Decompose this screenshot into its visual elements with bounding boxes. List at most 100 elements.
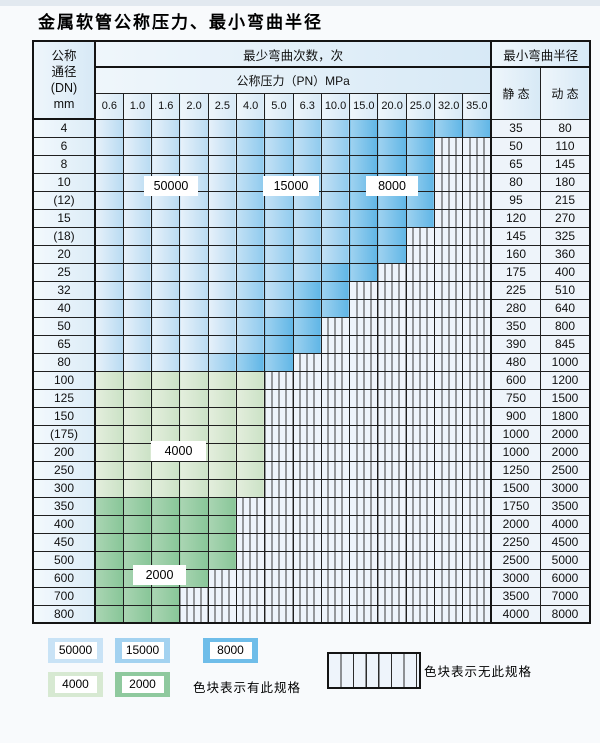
no-spec-cell — [462, 244, 492, 264]
no-spec-cell — [235, 568, 266, 588]
no-spec-cell — [434, 442, 464, 462]
static-radius-value: 4000 — [490, 604, 541, 624]
no-spec-cell — [434, 496, 464, 516]
no-spec-cell — [434, 406, 464, 426]
spec-cell — [179, 460, 209, 480]
static-radius-value: 390 — [490, 334, 541, 354]
static-radius-value: 2500 — [490, 550, 541, 570]
spec-cell — [320, 244, 351, 264]
spec-cell — [349, 208, 379, 228]
legend-swatch: 2000 — [115, 672, 170, 697]
pressure-tick: 20.0 — [377, 92, 407, 120]
no-spec-cell — [349, 604, 379, 624]
pressure-tick: 6.3 — [292, 92, 322, 120]
spec-cell — [151, 154, 181, 174]
no-spec-cell — [462, 424, 492, 444]
spec-cell — [151, 586, 181, 606]
legend-swatch: 8000 — [203, 638, 258, 663]
spec-cell — [151, 208, 181, 228]
spec-cell — [292, 226, 322, 246]
no-spec-cell — [349, 460, 379, 480]
no-spec-cell — [320, 352, 351, 372]
dn-cell: 350 — [32, 496, 96, 516]
spec-cell — [93, 424, 124, 444]
no-spec-cell — [377, 550, 407, 570]
spec-cell — [93, 244, 124, 264]
spec-cell — [151, 334, 181, 354]
spec-cell — [207, 478, 237, 498]
no-spec-cell — [377, 406, 407, 426]
no-spec-cell — [434, 388, 464, 408]
spec-cell — [93, 460, 124, 480]
no-spec-cell — [377, 442, 407, 462]
table-header: 公称 通径 (DN) mm 最少弯曲次数，次 最小弯曲半径 公称压力（PN）MP… — [32, 40, 591, 120]
static-radius-value: 145 — [490, 226, 541, 246]
no-spec-cell — [462, 190, 492, 210]
no-spec-cell — [405, 352, 436, 372]
spec-cell — [122, 424, 153, 444]
no-spec-cell — [320, 424, 351, 444]
dn-cell: (18) — [32, 226, 96, 246]
table-row: 40 280 640 — [32, 298, 591, 318]
no-spec-cell — [349, 388, 379, 408]
no-spec-cell — [462, 442, 492, 462]
legend-has-spec-text: 色块表示有此规格 — [193, 681, 302, 695]
dn-cell: (12) — [32, 190, 96, 210]
spec-cell — [122, 316, 153, 336]
no-spec-cell — [264, 478, 294, 498]
no-spec-cell — [207, 604, 237, 624]
spec-cell — [207, 298, 237, 318]
static-radius-value: 1750 — [490, 496, 541, 516]
spec-cell — [151, 280, 181, 300]
no-spec-cell — [264, 370, 294, 390]
dynamic-radius-value: 640 — [539, 298, 591, 318]
no-spec-cell — [320, 334, 351, 354]
spec-cell — [93, 478, 124, 498]
spec-cell — [320, 172, 351, 192]
spec-cell — [93, 118, 124, 138]
spec-cell — [207, 316, 237, 336]
no-spec-cell — [434, 334, 464, 354]
spec-cell — [207, 550, 237, 570]
pressure-tick: 2.0 — [179, 92, 209, 120]
no-spec-cell — [377, 262, 407, 282]
no-spec-cell — [264, 568, 294, 588]
spec-cell — [377, 136, 407, 156]
no-spec-cell — [235, 496, 266, 516]
spec-cell — [349, 136, 379, 156]
no-spec-cell — [462, 316, 492, 336]
spec-cell — [207, 262, 237, 282]
no-spec-cell — [377, 496, 407, 516]
spec-cell — [292, 244, 322, 264]
spec-cell — [93, 496, 124, 516]
no-spec-cell — [434, 154, 464, 174]
no-spec-cell — [320, 550, 351, 570]
dynamic-radius-value: 7000 — [539, 586, 591, 606]
table-row: 150 900 1800 — [32, 406, 591, 426]
top-strip — [0, 0, 600, 6]
spec-cell — [93, 208, 124, 228]
spec-cell — [264, 244, 294, 264]
spec-cell — [122, 406, 153, 426]
dn-cell: 4 — [32, 118, 96, 138]
legend-no-spec-swatch — [327, 652, 421, 689]
spec-cell — [235, 244, 266, 264]
no-spec-cell — [434, 532, 464, 552]
spec-cell — [122, 298, 153, 318]
table-row: 250 1250 2500 — [32, 460, 591, 480]
no-spec-cell — [405, 262, 436, 282]
no-spec-cell — [462, 370, 492, 390]
spec-cell — [151, 388, 181, 408]
no-spec-cell — [434, 262, 464, 282]
no-spec-cell — [264, 496, 294, 516]
spec-cell — [235, 280, 266, 300]
spec-cell — [151, 136, 181, 156]
no-spec-cell — [377, 298, 407, 318]
no-spec-cell — [377, 568, 407, 588]
spec-cell — [292, 208, 322, 228]
table-row: 65 390 845 — [32, 334, 591, 354]
static-radius-value: 480 — [490, 352, 541, 372]
no-spec-cell — [349, 406, 379, 426]
spec-cell — [235, 298, 266, 318]
spec-cell — [349, 118, 379, 138]
